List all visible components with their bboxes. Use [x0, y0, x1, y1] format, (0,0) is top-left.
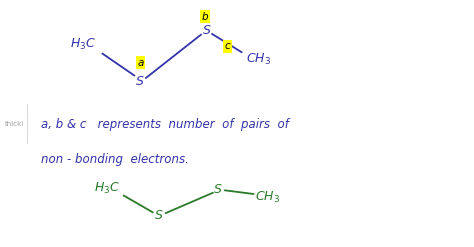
Text: $H_3C$: $H_3C$: [71, 37, 96, 52]
Text: a: a: [137, 58, 144, 68]
Text: S: S: [136, 75, 144, 88]
Text: thicki: thicki: [4, 121, 24, 126]
Text: $H_3C$: $H_3C$: [94, 181, 120, 196]
Text: $CH_3$: $CH_3$: [255, 190, 280, 205]
Text: S: S: [155, 209, 163, 222]
Text: $\mathit{S}$: $\mathit{S}$: [201, 24, 211, 37]
Text: a, b & c   represents  number  of  pairs  of: a, b & c represents number of pairs of: [41, 118, 289, 131]
Text: c: c: [224, 41, 230, 51]
Text: $\mathit{S}$: $\mathit{S}$: [213, 183, 223, 196]
Text: non - bonding  electrons.: non - bonding electrons.: [41, 153, 189, 166]
Text: b: b: [202, 12, 209, 22]
Text: $CH_3$: $CH_3$: [246, 52, 271, 67]
